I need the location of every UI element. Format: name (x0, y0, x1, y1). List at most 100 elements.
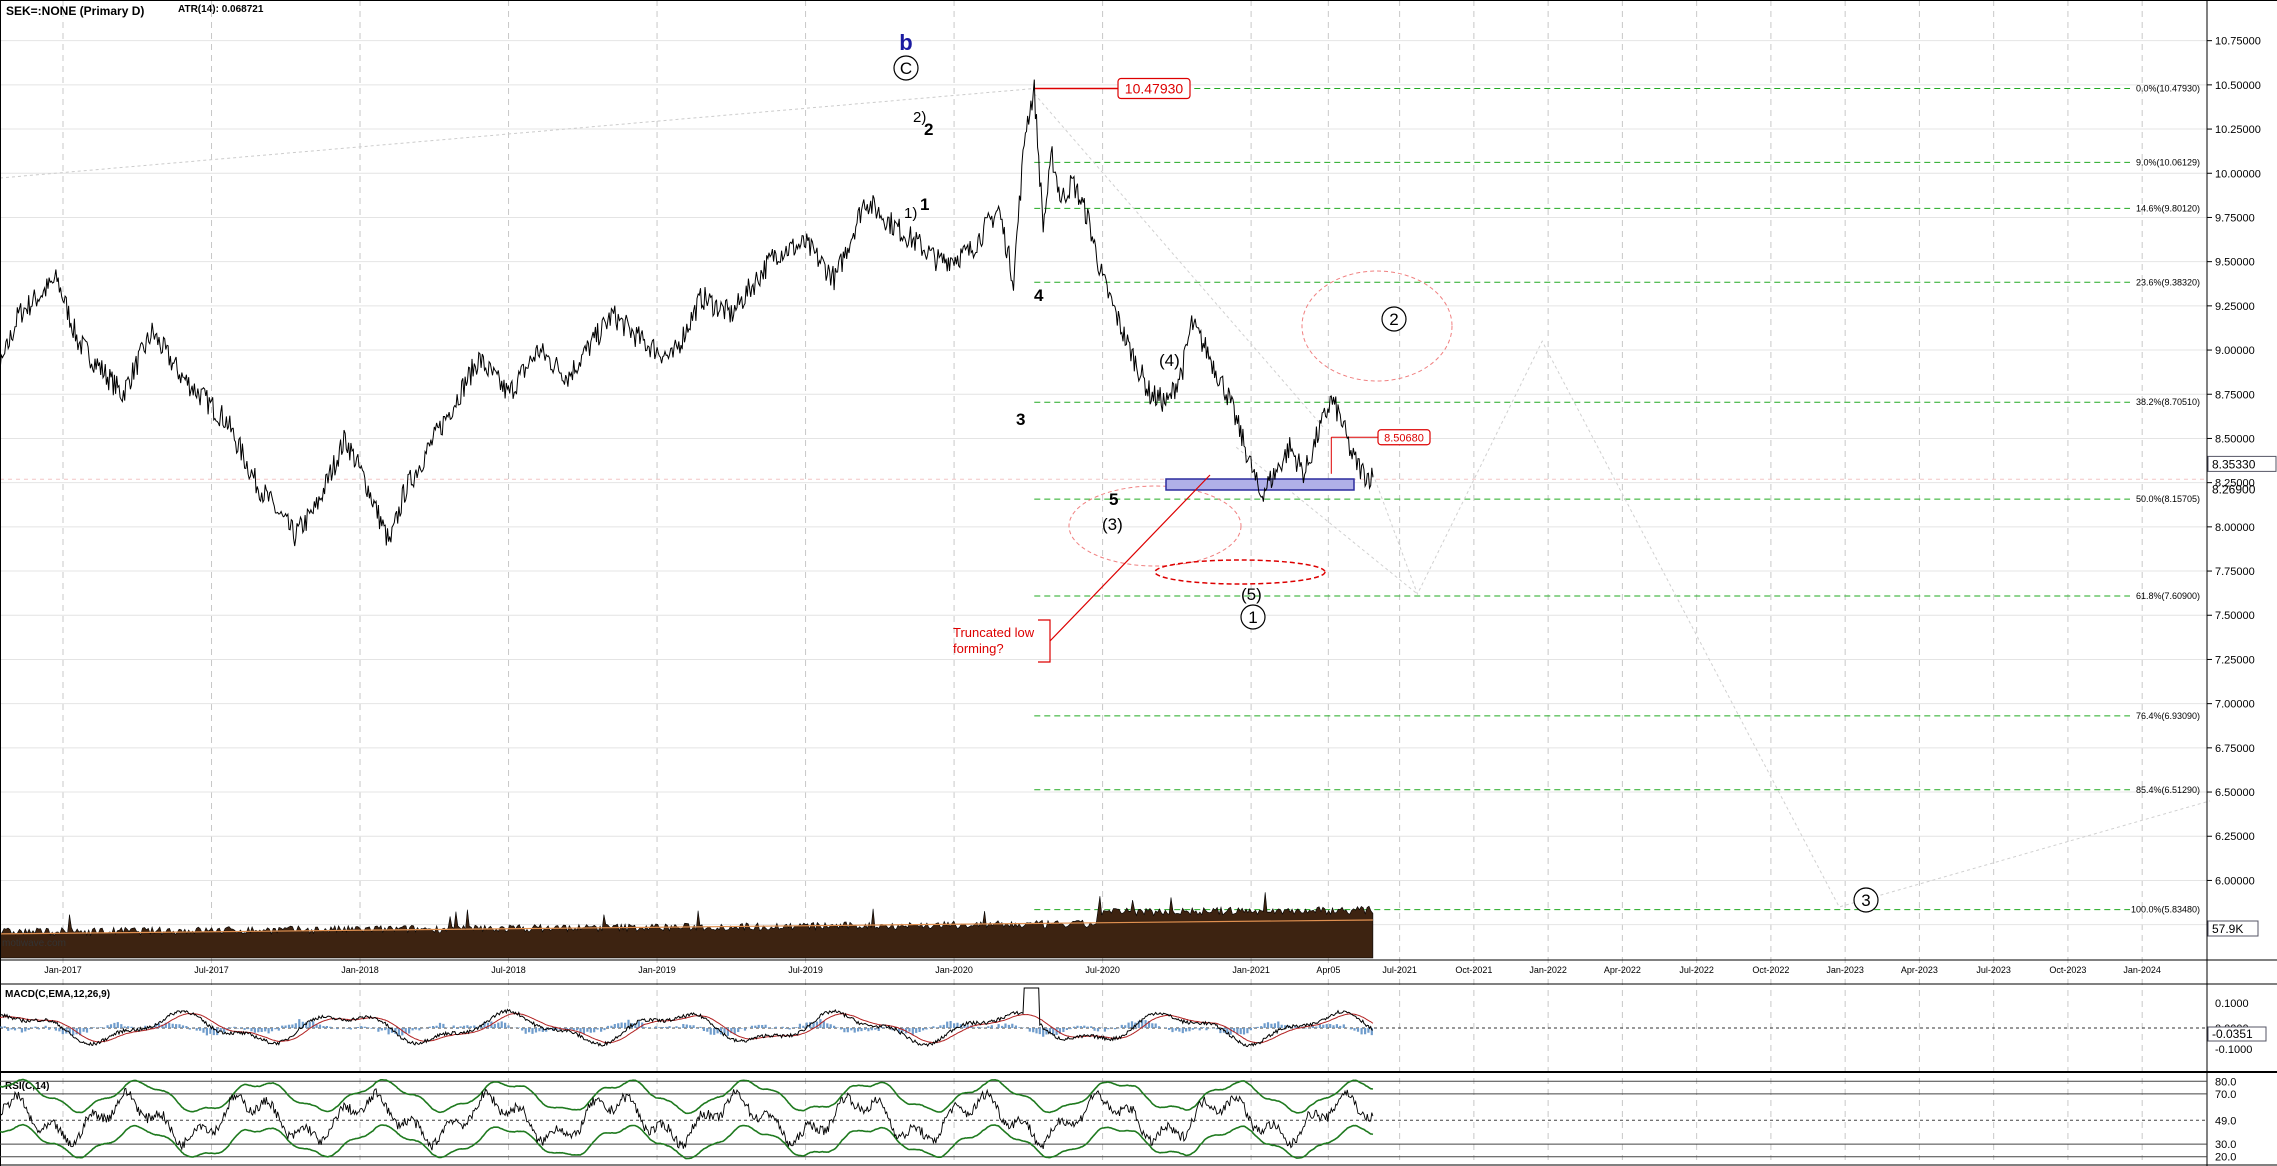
macd-current-tag (2207, 1026, 2267, 1042)
time-tick-label: Jul-2023 (1976, 965, 2011, 975)
wave-label-circle3-ring (1853, 887, 1879, 913)
price-series (0, 79, 1374, 547)
time-tick-label: Jan-2018 (341, 965, 379, 975)
fibonacci-levels: 0.0%(10.47930) 9.0%(10.06129) 14.6%(9.8012… (1034, 84, 2200, 915)
time-tick-label: Jul-2022 (1679, 965, 1714, 975)
wave-label-circle1-ring (1240, 604, 1266, 630)
wave-label-3: 3 (1016, 410, 1025, 429)
fib-level-label: 38.2%(8.70510) (2136, 397, 2200, 407)
price-tick-label: 9.25000 (2215, 301, 2255, 313)
time-tick-label: Apr-2023 (1901, 965, 1938, 975)
rsi-pane: RSI(C,14) 80.070.0 49.0 30.020.0 (0, 1076, 2277, 1166)
price-tick-label: 10.75000 (2215, 36, 2261, 48)
volume-value: 57.9K (2212, 922, 2243, 936)
price-tick-label: 6.25000 (2215, 831, 2255, 843)
wave-labels: bC 2) 1) 2 1 4 3 5 (3) (4) (5) 1 2 3 (893, 30, 1879, 913)
wave-label-circle2: 2 (1389, 310, 1398, 329)
time-tick-label: Jan-2024 (2123, 965, 2161, 975)
support-zone-box (1165, 478, 1355, 491)
time-tick-label: Jan-2021 (1232, 965, 1270, 975)
time-tick-label: Oct-2022 (1752, 965, 1789, 975)
rsi-line (0, 1087, 1374, 1151)
price-box (1377, 429, 1431, 446)
wave-label-1: 1 (920, 195, 929, 214)
price-tick-label: 10.00000 (2215, 168, 2261, 180)
price-tick-label: 8.00000 (2215, 522, 2255, 534)
macd-current-value: -0.0351 (2212, 1027, 2253, 1041)
price-line-value: 8.26900 (2212, 482, 2256, 496)
price-tick-label: 10.25000 (2215, 124, 2261, 136)
macd-title: MACD(C,EMA,12,26,9) (5, 989, 110, 1000)
time-tick-label: Jan-2020 (935, 965, 973, 975)
time-tick-label: Jan-2017 (44, 965, 82, 975)
wave-label-C-ring (893, 55, 919, 81)
macd-line (0, 987, 1374, 1048)
price-tick-label: 8.50000 (2215, 433, 2255, 445)
wave-label-b: b (899, 30, 912, 55)
wave-label-2: 2 (924, 120, 933, 139)
upper-trendline (0, 88, 1035, 179)
macd-tick-label: -0.1000 (2215, 1044, 2252, 1056)
fib-level-label: 23.6%(9.38320) (2136, 277, 2200, 287)
fib-level-label: 50.0%(8.15705) (2136, 494, 2200, 504)
price-tick-label: 8.75000 (2215, 389, 2255, 401)
fib-level-label: 100.0%(5.83480) (2131, 905, 2200, 915)
wave-label-circle3: 3 (1861, 891, 1870, 910)
time-tick-label: Jul-2019 (788, 965, 823, 975)
time-tick-label: Oct-2023 (2049, 965, 2086, 975)
annotation-line1: Truncated low (953, 625, 1035, 640)
wave-label-p4: (4) (1159, 351, 1180, 370)
last-price-tag (2207, 455, 2277, 472)
price-tick-label: 7.75000 (2215, 566, 2255, 578)
projected-path (1372, 340, 2211, 908)
volume-average (0, 919, 1373, 935)
time-tick-label: Jan-2019 (638, 965, 676, 975)
fib-level-label: 61.8%(7.60900) (2136, 591, 2200, 601)
rsi-upper-band (0, 1078, 1374, 1115)
fib-level-label: 76.4%(6.93090) (2136, 711, 2200, 721)
wave-label-circle2-ring (1381, 306, 1407, 332)
time-tick-label: Oct-2021 (1455, 965, 1492, 975)
price-tick-label: 7.00000 (2215, 699, 2255, 711)
fib-level-label: 9.0%(10.06129) (2136, 157, 2200, 167)
wave2-target-ellipse (1301, 270, 1453, 382)
wave-label-p3: (3) (1102, 515, 1123, 534)
wave-label-p5: (5) (1241, 585, 1262, 604)
annotation-bracket (1038, 619, 1051, 663)
rsi-lower-band (0, 1123, 1374, 1160)
macd-pane: MACD(C,EMA,12,26,9)0.10000.0000-0.1000-0… (0, 983, 2277, 1073)
rsi-tick-label: 20.0 (2215, 1152, 2236, 1164)
price-tick-label: 7.25000 (2215, 654, 2255, 666)
atr-readout: ATR(14): 0.068721 (178, 4, 264, 15)
wave-label-p1: 1) (904, 205, 917, 222)
price-tick-label: 7.50000 (2215, 610, 2255, 622)
macd-tick-label: 0.1000 (2215, 998, 2249, 1010)
rsi-tick-label: 70.0 (2215, 1089, 2236, 1101)
price-tick-label: 9.00000 (2215, 345, 2255, 357)
price-line (0, 79, 1374, 547)
price-tick-label: 9.50000 (2215, 257, 2255, 269)
time-tick-label: Jul-2018 (491, 965, 526, 975)
price-tick-label: 6.00000 (2215, 875, 2255, 887)
price-box-label: 8.50680 (1384, 432, 1424, 444)
price-box (1117, 77, 1191, 100)
truncation-line (1049, 474, 1211, 642)
projection-guide (1235, 446, 1418, 595)
time-tick-label: Jul-2020 (1085, 965, 1120, 975)
fib-level-label: 85.4%(6.51290) (2136, 785, 2200, 795)
wave3-target-ellipse (1068, 485, 1242, 567)
fib-level-label: 0.0%(10.47930) (2136, 84, 2200, 94)
rsi-tick-label: 30.0 (2215, 1139, 2236, 1151)
annotation-line2: forming? (953, 641, 1004, 656)
volume-tag (2207, 920, 2259, 937)
volume-pane (0, 892, 1374, 959)
wave-label-5: 5 (1109, 490, 1118, 509)
volume-bars (0, 892, 1374, 959)
time-tick-label: Jul-2017 (194, 965, 229, 975)
price-tick-label: 10.50000 (2215, 80, 2261, 92)
price-tick-label: 9.75000 (2215, 212, 2255, 224)
wave5-target-ellipse (1154, 559, 1326, 585)
rsi-tick-label: 80.0 (2215, 1076, 2236, 1088)
